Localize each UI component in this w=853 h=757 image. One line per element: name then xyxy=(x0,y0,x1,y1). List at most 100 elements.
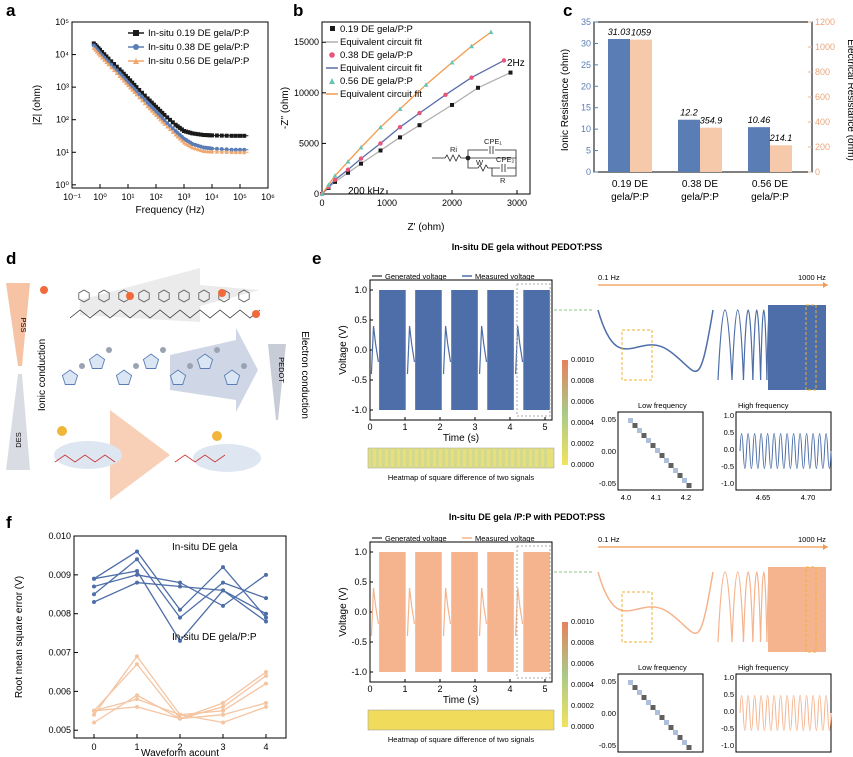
a-point xyxy=(201,132,206,137)
pedot-ring xyxy=(196,353,214,369)
pss-wedge xyxy=(6,283,30,366)
ion-dot-4 xyxy=(252,310,260,318)
a-point xyxy=(229,147,234,152)
a-point xyxy=(219,147,224,152)
e-lf-point xyxy=(632,423,638,428)
pedot-ion xyxy=(214,347,220,353)
e-ytick-label: 1.0 xyxy=(354,547,367,557)
e-heatmap-stripe xyxy=(472,448,475,468)
a-point xyxy=(149,100,154,105)
b-point xyxy=(508,70,513,75)
f-point xyxy=(135,693,139,698)
e-hf-ytick: -0.5 xyxy=(721,724,734,733)
e-wave-burst xyxy=(487,552,514,672)
e-heatmap-stripe xyxy=(370,448,373,468)
e-ylabel: Voltage (V) xyxy=(338,587,349,636)
e-hf-wave xyxy=(739,695,832,731)
panel-a-xlabel: Frequency (Hz) xyxy=(136,205,205,216)
a-point xyxy=(186,130,191,135)
e-legend-meas: Measured voltage xyxy=(475,272,535,281)
e-wave-burst xyxy=(379,290,406,410)
e-heatmap-stripe xyxy=(538,448,541,468)
pedot-ring xyxy=(169,369,187,385)
pedot-ring xyxy=(115,369,133,385)
e-cbar-tick: 0.0008 xyxy=(571,638,594,647)
panel-e-letter: e xyxy=(312,249,321,268)
a-point xyxy=(182,129,186,134)
a-point xyxy=(173,122,178,127)
e-lf-point xyxy=(637,690,642,695)
e-heatmap-stripe xyxy=(418,448,421,468)
e-high-freq-label: High frequency xyxy=(738,663,789,672)
b-xtick-label: 0 xyxy=(319,198,324,208)
e-lf-point xyxy=(628,418,633,423)
a-point xyxy=(112,62,116,67)
a-point xyxy=(137,92,142,97)
a-point xyxy=(229,149,234,154)
f-point xyxy=(178,580,182,585)
a-point xyxy=(130,80,135,85)
e-hf-ytick: 1.0 xyxy=(724,673,734,682)
e-cbar-tick: 0.0006 xyxy=(571,659,594,668)
a-point xyxy=(210,133,214,138)
a-point xyxy=(156,115,161,120)
e-wave-burst xyxy=(487,290,514,410)
pss-ring xyxy=(78,289,90,303)
e-zoom-box xyxy=(516,545,551,679)
e-hf-xtick: 4.70 xyxy=(801,755,816,757)
e-lf-ytick: 0.05 xyxy=(601,677,616,686)
e-heatmap-stripe xyxy=(436,448,439,468)
e-lf-ytick: 0.00 xyxy=(601,709,616,718)
e-ytick-label: -1.0 xyxy=(351,405,367,415)
e-hf-xtick: 4.65 xyxy=(756,493,771,502)
pss-ring xyxy=(238,289,250,303)
e-lf-point xyxy=(686,483,692,488)
b-point xyxy=(443,92,448,98)
e-hf-ytick: 0.0 xyxy=(724,707,734,716)
e-lf-point xyxy=(659,715,665,720)
e-sweep-cycle xyxy=(717,571,733,643)
a-point xyxy=(188,144,193,149)
panel-b-frame xyxy=(321,21,531,195)
e-heatmap-stripe xyxy=(466,448,469,468)
a-point xyxy=(190,131,195,136)
e-lf-zoom-box xyxy=(621,329,653,381)
e-heatmap-stripe xyxy=(520,448,523,468)
c-ytick-right-label: 800 xyxy=(815,67,830,77)
e-xtick-label: 3 xyxy=(472,422,477,432)
c-ytick-left-label: 10 xyxy=(581,124,591,134)
e-lf-point xyxy=(664,458,669,463)
circuit-cpe2: CPE₂ xyxy=(496,155,514,164)
a-point xyxy=(121,78,126,83)
c-bar-ionic xyxy=(748,127,770,172)
a-point xyxy=(210,149,214,154)
a-point xyxy=(224,133,229,138)
e-sweep-cycle xyxy=(760,571,768,643)
b-point xyxy=(332,177,338,183)
b-point xyxy=(488,29,494,35)
a-xtick-label: 10² xyxy=(149,192,162,202)
f-point xyxy=(178,615,182,620)
e-lf-ytick: 0.00 xyxy=(601,447,616,456)
a-point xyxy=(203,133,208,138)
f-point xyxy=(92,720,96,725)
a-point xyxy=(98,47,102,52)
e-sweep-cycle xyxy=(731,309,745,381)
a-ytick-label: 10³ xyxy=(56,82,69,92)
legend-056: In-situ 0.56 DE gela/P:P xyxy=(148,56,249,67)
e-heatmap-stripe xyxy=(544,448,547,468)
c-bar-electrical xyxy=(770,145,792,172)
e-heatmap-stripe xyxy=(484,448,487,468)
equivalent-circuit-diagram: Ri CPE₁ W CPE₂ R xyxy=(432,137,517,185)
f-point xyxy=(178,607,182,612)
e-hf-ytick: -1.0 xyxy=(721,479,734,488)
a-point xyxy=(165,121,170,126)
e-lf-point xyxy=(682,740,687,745)
a-point xyxy=(198,132,203,137)
e-cbar-tick: 0.0002 xyxy=(571,701,594,710)
a-point xyxy=(165,115,170,120)
a-point xyxy=(182,140,186,145)
e-cbar-tick: 0.0000 xyxy=(571,460,594,469)
b-xtick-label: 1000 xyxy=(377,198,397,208)
pedot-ion xyxy=(106,347,112,353)
